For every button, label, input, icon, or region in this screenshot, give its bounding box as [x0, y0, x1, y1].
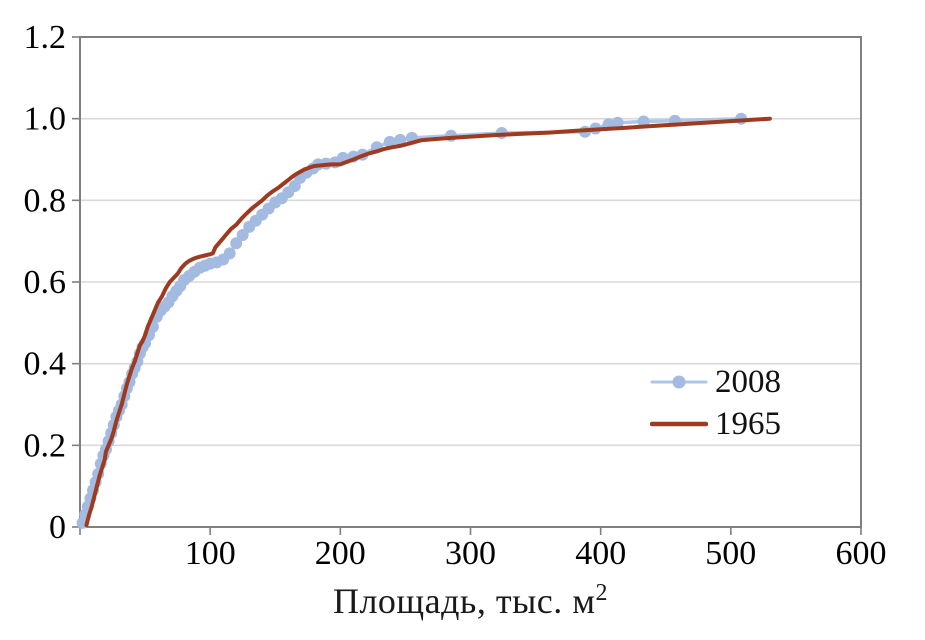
- data-point-marker: [394, 133, 407, 146]
- legend-item-1965: 1965: [650, 404, 781, 444]
- x-axis-title: Площадь, тыс. м2: [80, 580, 861, 622]
- x-tick-label: 600: [836, 535, 887, 572]
- y-tick-label: 0.2: [24, 427, 67, 464]
- x-tick-label: 200: [315, 535, 366, 572]
- y-tick-label: 0.4: [24, 346, 67, 383]
- data-point-marker: [223, 247, 236, 260]
- series-2008-markers: [76, 112, 748, 529]
- data-point-marker: [611, 116, 624, 129]
- x-tick-label: 100: [185, 535, 236, 572]
- legend-circle: [672, 375, 686, 389]
- x-axis-title-text: Площадь, тыс. м: [332, 581, 596, 621]
- legend: 2008 1965: [650, 362, 781, 444]
- series-2008-line: [80, 116, 743, 525]
- data-point-marker: [236, 229, 249, 241]
- data-point-marker: [230, 237, 243, 250]
- legend-marker-2008-icon: [650, 375, 708, 389]
- legend-marker-1965-icon: [650, 421, 708, 427]
- series-1965-line: [84, 116, 772, 527]
- y-tick-label: 0.8: [24, 182, 67, 219]
- y-tick-label: 1.2: [24, 19, 67, 56]
- legend-label-1965: 1965: [715, 405, 781, 442]
- x-tick-label: 500: [705, 535, 756, 572]
- y-tick-label: 0.6: [24, 264, 67, 301]
- legend-label-2008: 2008: [715, 363, 781, 400]
- x-tick-label: 400: [575, 535, 626, 572]
- data-point-marker: [383, 135, 396, 148]
- legend-item-2008: 2008: [650, 362, 781, 402]
- x-tick-label: 300: [445, 535, 496, 572]
- y-tick-label: 1.0: [24, 101, 67, 138]
- y-tick-label: 0: [49, 509, 66, 546]
- x-axis-title-superscript: 2: [595, 580, 609, 606]
- plot-border: [79, 36, 862, 528]
